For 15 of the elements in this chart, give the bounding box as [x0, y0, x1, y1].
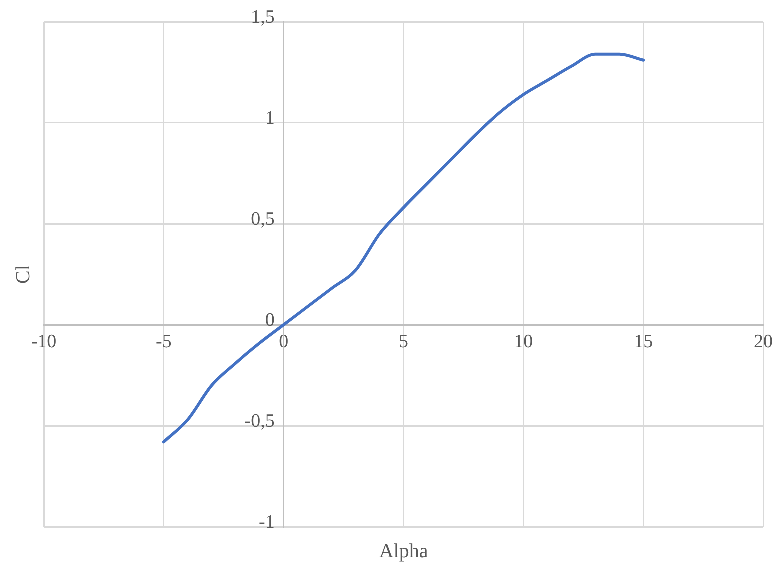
- y-tick-label: 0,5: [251, 208, 275, 230]
- y-tick-label: 1: [265, 108, 275, 129]
- y-tick-label: 0: [265, 310, 275, 331]
- x-axis-title: Alpha: [379, 540, 428, 562]
- x-tick-label: 20: [754, 331, 773, 352]
- y-tick-label: 1,5: [251, 6, 275, 28]
- x-tick-label: -10: [31, 331, 57, 352]
- x-tick-label: -5: [156, 331, 172, 352]
- x-tick-label: 0: [279, 331, 289, 352]
- x-tick-label: 15: [634, 331, 654, 352]
- y-tick-label: -1: [259, 512, 275, 533]
- y-axis-title: Cl: [12, 264, 34, 284]
- y-tick-label: -0,5: [244, 410, 275, 432]
- x-tick-label: 10: [514, 331, 534, 352]
- x-tick-label: 5: [399, 331, 408, 352]
